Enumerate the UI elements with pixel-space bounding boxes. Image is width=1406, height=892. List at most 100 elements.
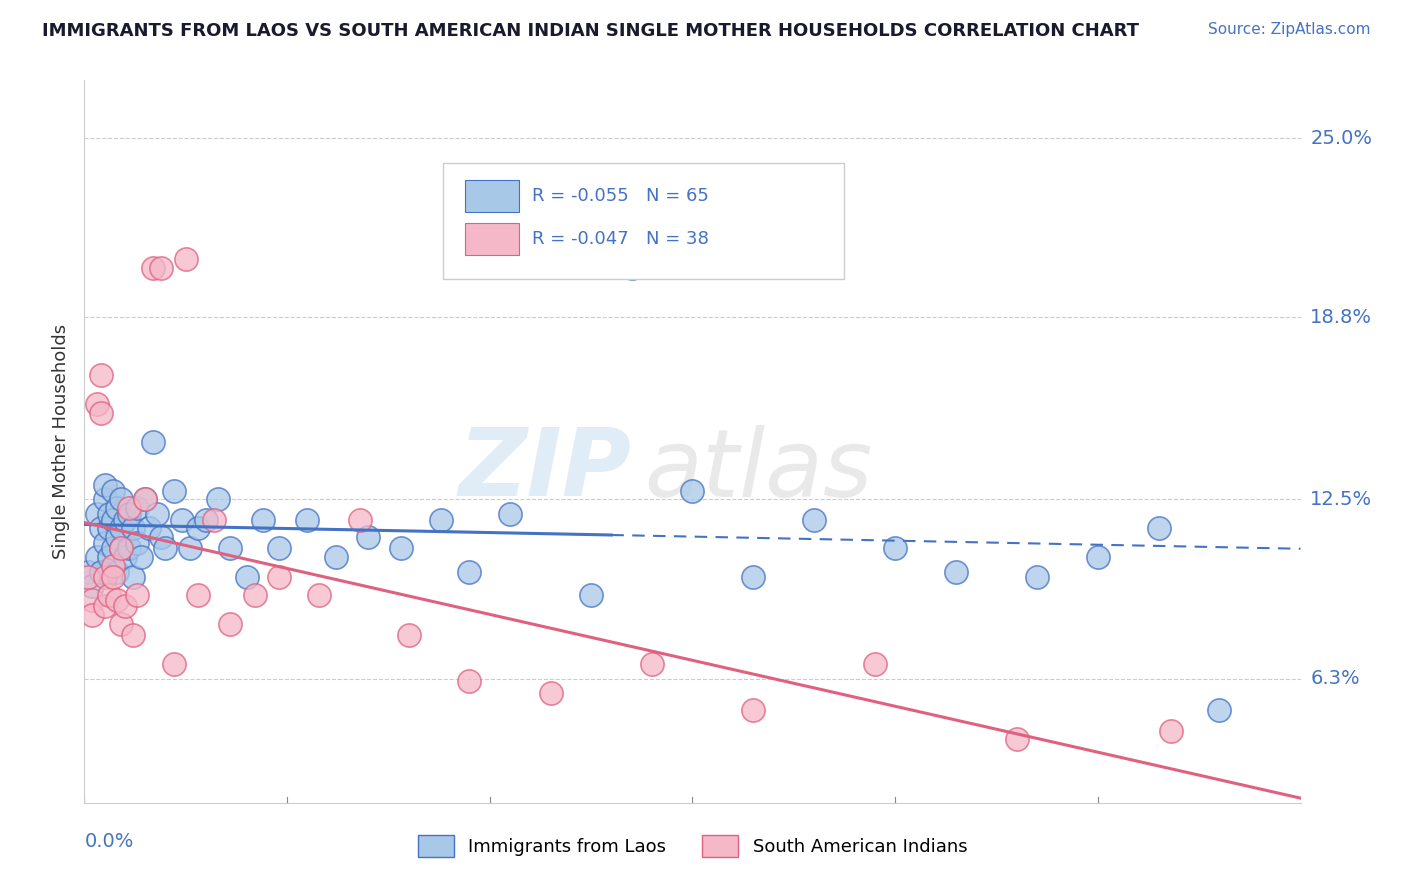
Point — [134, 492, 156, 507]
Point — [122, 628, 145, 642]
Point — [150, 261, 173, 276]
Point — [110, 541, 132, 556]
Point — [219, 541, 242, 556]
Point — [194, 512, 218, 526]
Point — [267, 570, 290, 584]
Point — [101, 558, 124, 573]
Point — [125, 588, 148, 602]
Point — [162, 657, 184, 671]
Point — [93, 535, 115, 549]
Point — [105, 593, 128, 607]
Point — [682, 483, 704, 498]
Point — [86, 397, 108, 411]
Point — [458, 565, 481, 579]
Point — [101, 570, 124, 584]
Point — [803, 512, 825, 526]
Point — [540, 232, 562, 246]
Point — [742, 703, 765, 717]
Text: Source: ZipAtlas.com: Source: ZipAtlas.com — [1208, 22, 1371, 37]
Point — [155, 541, 177, 556]
Point — [82, 579, 104, 593]
Point — [349, 512, 371, 526]
Point — [252, 512, 274, 526]
Point — [110, 492, 132, 507]
Point — [86, 550, 108, 565]
Point — [110, 616, 132, 631]
Text: 25.0%: 25.0% — [1310, 128, 1372, 147]
Point — [134, 492, 156, 507]
Point — [325, 550, 347, 565]
Point — [174, 252, 197, 267]
Point — [202, 512, 225, 526]
Point — [114, 550, 136, 565]
Point — [82, 607, 104, 622]
Point — [90, 565, 112, 579]
Point — [146, 507, 169, 521]
Point — [1005, 732, 1028, 747]
Point — [398, 628, 420, 642]
Point — [125, 501, 148, 516]
Point — [93, 492, 115, 507]
Point — [219, 616, 242, 631]
Point — [389, 541, 412, 556]
Point — [122, 521, 145, 535]
Point — [162, 483, 184, 498]
Legend: Immigrants from Laos, South American Indians: Immigrants from Laos, South American Ind… — [409, 826, 976, 866]
Point — [884, 541, 907, 556]
Point — [579, 588, 602, 602]
Point — [105, 530, 128, 544]
Point — [267, 541, 290, 556]
Point — [110, 521, 132, 535]
Point — [641, 657, 664, 671]
Point — [620, 261, 643, 276]
Point — [150, 530, 173, 544]
Text: R = -0.047   N = 38: R = -0.047 N = 38 — [531, 230, 709, 248]
Point — [179, 541, 201, 556]
Point — [101, 541, 124, 556]
Point — [170, 512, 193, 526]
Point — [105, 501, 128, 516]
Point — [235, 570, 257, 584]
Point — [308, 588, 330, 602]
Point — [138, 521, 160, 535]
Point — [540, 686, 562, 700]
FancyBboxPatch shape — [465, 223, 519, 255]
Point — [118, 541, 141, 556]
Point — [90, 521, 112, 535]
Point — [125, 535, 148, 549]
Point — [93, 478, 115, 492]
Point — [114, 599, 136, 614]
Point — [142, 261, 165, 276]
Point — [297, 512, 319, 526]
Point — [1087, 550, 1109, 565]
Y-axis label: Single Mother Households: Single Mother Households — [52, 324, 70, 559]
Point — [90, 406, 112, 420]
Point — [105, 565, 128, 579]
Text: 0.0%: 0.0% — [84, 831, 134, 851]
Text: 12.5%: 12.5% — [1310, 490, 1372, 508]
Point — [1026, 570, 1049, 584]
FancyBboxPatch shape — [443, 163, 845, 279]
Point — [1160, 723, 1182, 738]
Point — [945, 565, 967, 579]
Point — [86, 507, 108, 521]
Point — [77, 570, 100, 584]
Text: ZIP: ZIP — [458, 425, 631, 516]
Point — [101, 483, 124, 498]
Point — [77, 565, 100, 579]
Point — [243, 588, 266, 602]
Point — [97, 507, 120, 521]
Text: IMMIGRANTS FROM LAOS VS SOUTH AMERICAN INDIAN SINGLE MOTHER HOUSEHOLDS CORRELATI: IMMIGRANTS FROM LAOS VS SOUTH AMERICAN I… — [42, 22, 1139, 40]
Point — [114, 512, 136, 526]
Point — [430, 512, 453, 526]
Point — [118, 501, 141, 516]
Point — [1147, 521, 1170, 535]
Point — [90, 368, 112, 382]
Text: 18.8%: 18.8% — [1310, 308, 1372, 326]
Point — [129, 550, 152, 565]
Point — [1208, 703, 1230, 717]
Point — [207, 492, 229, 507]
Point — [110, 541, 132, 556]
FancyBboxPatch shape — [465, 180, 519, 211]
Point — [863, 657, 886, 671]
